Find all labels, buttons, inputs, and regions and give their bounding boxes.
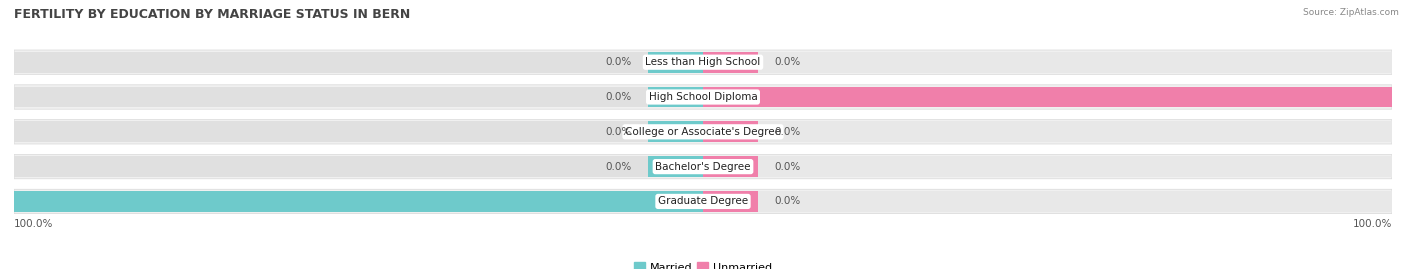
Text: High School Diploma: High School Diploma [648,92,758,102]
Bar [648,121,703,142]
Bar [14,156,703,177]
Text: College or Associate's Degree: College or Associate's Degree [626,127,780,137]
FancyBboxPatch shape [14,85,1392,109]
Text: Source: ZipAtlas.com: Source: ZipAtlas.com [1303,8,1399,17]
Bar [14,52,703,73]
Text: 0.0%: 0.0% [605,57,631,67]
Bar [703,156,758,177]
Text: 0.0%: 0.0% [775,162,801,172]
FancyBboxPatch shape [14,120,1392,144]
Bar [14,87,703,107]
Text: 0.0%: 0.0% [775,57,801,67]
Bar [703,121,1392,142]
Bar [703,87,1392,107]
Text: 0.0%: 0.0% [775,127,801,137]
Text: 100.0%: 100.0% [14,219,53,229]
Bar [703,121,758,142]
Text: Less than High School: Less than High School [645,57,761,67]
Bar [703,52,758,73]
Bar [14,191,703,212]
Text: 0.0%: 0.0% [775,196,801,206]
Bar [703,52,1392,73]
FancyBboxPatch shape [14,50,1392,74]
Text: 0.0%: 0.0% [605,127,631,137]
Bar [648,156,703,177]
FancyBboxPatch shape [14,154,1392,179]
Bar [14,191,703,212]
Bar [648,87,703,107]
Bar [703,87,1392,107]
Bar [703,156,1392,177]
Text: 0.0%: 0.0% [605,162,631,172]
FancyBboxPatch shape [14,189,1392,214]
Legend: Married, Unmarried: Married, Unmarried [630,258,776,269]
Bar [703,191,758,212]
Text: Bachelor's Degree: Bachelor's Degree [655,162,751,172]
Text: 0.0%: 0.0% [605,92,631,102]
Text: Graduate Degree: Graduate Degree [658,196,748,206]
Text: FERTILITY BY EDUCATION BY MARRIAGE STATUS IN BERN: FERTILITY BY EDUCATION BY MARRIAGE STATU… [14,8,411,21]
Bar [703,191,1392,212]
Bar [648,52,703,73]
Text: 100.0%: 100.0% [1353,219,1392,229]
Bar [14,121,703,142]
